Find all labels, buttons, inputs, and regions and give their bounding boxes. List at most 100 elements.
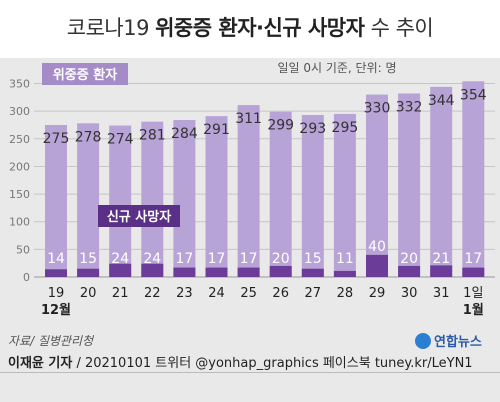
x-tick-label: 29 xyxy=(369,286,386,301)
legend-deaths-label: 신규 사망자 xyxy=(107,209,171,225)
credit-author: 이재윤 기자 xyxy=(8,356,73,371)
bar-deaths xyxy=(173,267,196,277)
data-label-critical: 311 xyxy=(235,111,262,127)
title-bar: 코로나19 위중증 환자·신규 사망자 수 추이 xyxy=(0,0,500,58)
title-part-2: 위중증 환자·신규 사망자 xyxy=(155,16,365,40)
x-tick-label: 23 xyxy=(176,286,193,301)
chart-area: 275 14 278 15 274 24 281 24 284 17 291 17 311 17 299 20… xyxy=(0,58,500,330)
bar-critical xyxy=(366,94,388,277)
bar-critical xyxy=(398,93,421,277)
bar-critical xyxy=(301,115,324,278)
bar-critical xyxy=(430,86,453,277)
y-tick-label: 50 xyxy=(16,243,30,256)
y-tick-label: 100 xyxy=(9,216,30,229)
data-label-deaths: 15 xyxy=(79,251,97,267)
data-label-critical: 295 xyxy=(332,120,359,136)
logo-icon xyxy=(415,332,431,349)
bar-critical xyxy=(109,125,132,278)
y-tick-label: 300 xyxy=(9,105,30,118)
bar-deaths xyxy=(366,254,388,277)
data-label-critical: 354 xyxy=(460,87,487,103)
bar-deaths xyxy=(462,267,485,277)
data-label-deaths: 24 xyxy=(143,251,161,267)
bar-critical xyxy=(333,113,356,277)
bar-critical xyxy=(237,105,260,277)
credit-rest: / 20210101 트위터 @yonhap_graphics 페이스북 tun… xyxy=(72,356,473,371)
data-label-critical: 344 xyxy=(428,93,455,109)
logo-text: 연합뉴스 xyxy=(434,335,482,350)
bar-deaths xyxy=(398,265,421,277)
data-label-deaths: 17 xyxy=(175,251,193,267)
data-label-deaths: 40 xyxy=(368,239,386,255)
footer: 자료/ 질병관리청 연합뉴스 이재윤 기자 / 20210101 트위터 @yo… xyxy=(0,330,500,402)
legend-critical-box xyxy=(42,63,128,85)
legend-deaths-box xyxy=(98,205,180,227)
month-label: 1월 xyxy=(463,302,484,318)
data-label-deaths: 21 xyxy=(432,251,450,267)
bar-critical xyxy=(462,81,485,277)
bar-deaths xyxy=(141,263,164,277)
data-label-deaths: 24 xyxy=(111,251,129,267)
x-tick-label: 31 xyxy=(433,286,450,301)
bar-deaths xyxy=(301,268,324,277)
bar-deaths xyxy=(237,267,260,277)
data-label-deaths: 20 xyxy=(400,251,418,267)
x-tick-label: 1일 xyxy=(463,286,483,301)
bar-critical xyxy=(77,123,100,277)
y-tick-label: 250 xyxy=(9,133,30,146)
x-tick-label: 21 xyxy=(112,286,129,301)
x-tick-label: 19 xyxy=(48,286,65,301)
y-tick-label: 350 xyxy=(9,78,30,91)
source-note: 자료/ 질병관리청 xyxy=(8,334,94,348)
credit-line: 이재윤 기자 / 20210101 트위터 @yonhap_graphics 페… xyxy=(8,352,473,371)
data-label-deaths: 17 xyxy=(464,251,482,267)
data-label-deaths: 15 xyxy=(304,251,322,267)
bar-deaths xyxy=(269,265,292,277)
data-label-deaths: 17 xyxy=(240,251,258,267)
bar-deaths xyxy=(430,265,453,277)
yonhap-logo: 연합뉴스 xyxy=(415,330,482,352)
data-label-critical: 293 xyxy=(299,121,326,137)
bar-deaths xyxy=(45,269,67,277)
data-label-critical: 281 xyxy=(139,128,166,144)
bar-deaths xyxy=(109,263,132,277)
month-label: 12월 xyxy=(41,302,71,318)
data-label-critical: 330 xyxy=(364,101,391,117)
data-label-deaths: 20 xyxy=(272,251,290,267)
x-tick-label: 20 xyxy=(80,286,97,301)
data-label-critical: 278 xyxy=(75,129,102,145)
x-tick-label: 25 xyxy=(240,286,257,301)
data-label-critical: 275 xyxy=(43,131,70,147)
data-label-critical: 299 xyxy=(267,118,294,134)
x-tick-label: 24 xyxy=(208,286,225,301)
bar-critical xyxy=(269,111,292,277)
data-label-deaths: 17 xyxy=(208,251,226,267)
bar-critical xyxy=(141,121,164,277)
x-tick-label: 28 xyxy=(337,286,354,301)
data-label-critical: 291 xyxy=(203,122,230,138)
bar-critical xyxy=(45,124,67,277)
data-label-deaths: 11 xyxy=(336,251,354,267)
bar-deaths xyxy=(205,267,228,277)
x-tick-label: 30 xyxy=(401,286,418,301)
bar-deaths xyxy=(77,268,100,277)
bar-chart: 275 14 278 15 274 24 281 24 284 17 291 17 311 17 299 20… xyxy=(9,61,495,318)
y-tick-label: 200 xyxy=(9,160,30,173)
data-label-deaths: 14 xyxy=(47,251,65,267)
bar-deaths xyxy=(333,270,356,277)
unit-note: 일일 0시 기준, 단위: 명 xyxy=(277,61,396,75)
x-tick-label: 22 xyxy=(144,286,161,301)
legend-critical-label: 위중증 환자 xyxy=(53,67,117,83)
bar-critical xyxy=(173,120,196,277)
data-label-critical: 274 xyxy=(107,132,134,148)
x-tick-label: 26 xyxy=(272,286,289,301)
data-label-critical: 284 xyxy=(171,126,198,142)
title-part-3: 수 추이 xyxy=(364,16,434,40)
y-tick-label: 150 xyxy=(9,188,30,201)
chart-title: 코로나19 위중증 환자·신규 사망자 수 추이 xyxy=(0,12,500,42)
data-label-critical: 332 xyxy=(396,99,423,115)
title-part-1: 코로나19 xyxy=(66,16,156,40)
x-tick-label: 27 xyxy=(305,286,322,301)
y-tick-label: 0 xyxy=(23,271,30,284)
